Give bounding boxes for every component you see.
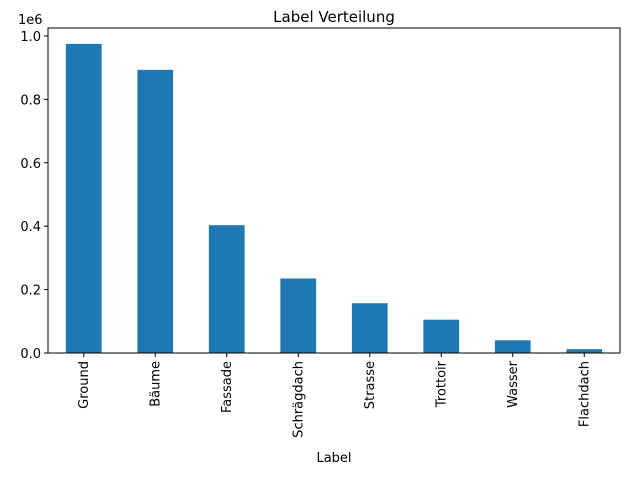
y-tick-label: 1.0 bbox=[20, 30, 41, 45]
y-tick-label: 0.0 bbox=[20, 347, 41, 362]
plot-frame bbox=[47, 27, 621, 354]
bar-wasser bbox=[494, 340, 531, 353]
x-tick-label: Trottoir bbox=[434, 360, 449, 408]
x-axis-ticks: Ground Bäume Fassade Schrägdach Strasse Trott… bbox=[77, 353, 592, 438]
x-tick-label: Bäume bbox=[148, 361, 163, 407]
x-tick-label: Flachdach bbox=[577, 361, 592, 427]
y-tick-label: 0.8 bbox=[20, 93, 41, 108]
x-tick-label: Ground bbox=[77, 361, 92, 409]
x-axis-label: Label bbox=[316, 451, 351, 466]
bar-trottoir bbox=[423, 319, 460, 353]
x-tick-label: Fassade bbox=[220, 361, 235, 413]
bar-schrägdach bbox=[280, 278, 317, 353]
bar-strasse bbox=[351, 303, 388, 353]
x-tick-label: Wasser bbox=[506, 360, 521, 408]
bar-fassade bbox=[208, 225, 245, 353]
bar-bäume bbox=[137, 69, 174, 353]
y-tick-label: 0.6 bbox=[20, 157, 41, 172]
y-tick-label: 0.2 bbox=[20, 284, 41, 299]
bar-flachdach bbox=[566, 349, 603, 353]
y-axis-scale-label: 1e6 bbox=[18, 13, 43, 28]
chart-title: Label Verteilung bbox=[273, 8, 395, 26]
bar-ground bbox=[65, 43, 102, 353]
y-tick-label: 0.4 bbox=[20, 220, 41, 235]
x-tick-label: Schrägdach bbox=[291, 361, 306, 438]
y-axis-ticks: 0.0 0.2 0.4 0.6 0.8 1.0 bbox=[20, 30, 48, 362]
bars-group bbox=[65, 43, 603, 353]
x-tick-label: Strasse bbox=[363, 361, 378, 409]
